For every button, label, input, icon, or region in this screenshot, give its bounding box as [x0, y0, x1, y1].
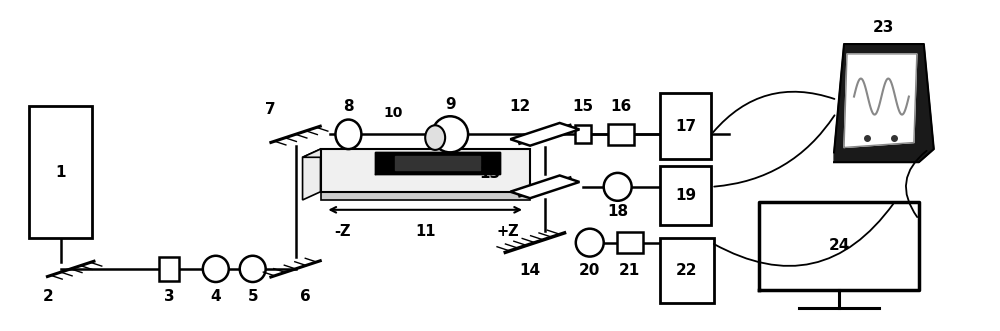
Bar: [29, 107, 92, 238]
Bar: [660, 238, 714, 303]
Text: 4: 4: [210, 289, 221, 304]
Text: 12: 12: [509, 99, 531, 114]
Polygon shape: [320, 149, 530, 192]
Text: 18: 18: [607, 204, 628, 219]
Text: -Z: -Z: [334, 224, 351, 239]
Text: 17: 17: [675, 118, 696, 134]
Polygon shape: [844, 54, 917, 147]
Bar: [608, 124, 634, 145]
Polygon shape: [510, 123, 579, 146]
Polygon shape: [395, 156, 480, 170]
Text: 8: 8: [343, 99, 354, 114]
Text: 15: 15: [572, 99, 593, 114]
Polygon shape: [303, 149, 320, 200]
Text: 11: 11: [415, 224, 435, 239]
Text: 16: 16: [610, 99, 631, 114]
Text: 6: 6: [300, 289, 311, 304]
Ellipse shape: [240, 256, 266, 282]
Polygon shape: [320, 192, 530, 200]
Ellipse shape: [432, 116, 468, 152]
Ellipse shape: [335, 119, 361, 149]
Bar: [617, 232, 643, 253]
Polygon shape: [759, 202, 919, 290]
Polygon shape: [834, 44, 934, 162]
Text: 10: 10: [384, 106, 403, 120]
Text: 14: 14: [519, 263, 540, 278]
Polygon shape: [303, 149, 530, 157]
Ellipse shape: [203, 256, 229, 282]
Text: +Z: +Z: [497, 224, 519, 239]
Text: 9: 9: [445, 97, 455, 112]
Text: 21: 21: [619, 263, 640, 278]
Text: 2: 2: [42, 289, 53, 304]
Polygon shape: [375, 152, 500, 174]
Text: 7: 7: [265, 102, 276, 117]
Ellipse shape: [604, 173, 632, 201]
Text: 1: 1: [55, 165, 66, 179]
Text: 19: 19: [675, 188, 696, 203]
Polygon shape: [510, 175, 579, 198]
Text: 13: 13: [479, 166, 501, 181]
Bar: [660, 166, 711, 224]
Text: 23: 23: [873, 20, 895, 35]
Text: 3: 3: [164, 289, 174, 304]
Bar: [575, 125, 591, 143]
Ellipse shape: [425, 125, 445, 150]
Text: 5: 5: [247, 289, 258, 304]
Text: 24: 24: [828, 238, 850, 254]
Bar: [660, 93, 711, 159]
Ellipse shape: [576, 229, 604, 257]
Text: 22: 22: [676, 263, 698, 278]
Text: 20: 20: [579, 263, 600, 278]
Bar: [159, 257, 179, 281]
